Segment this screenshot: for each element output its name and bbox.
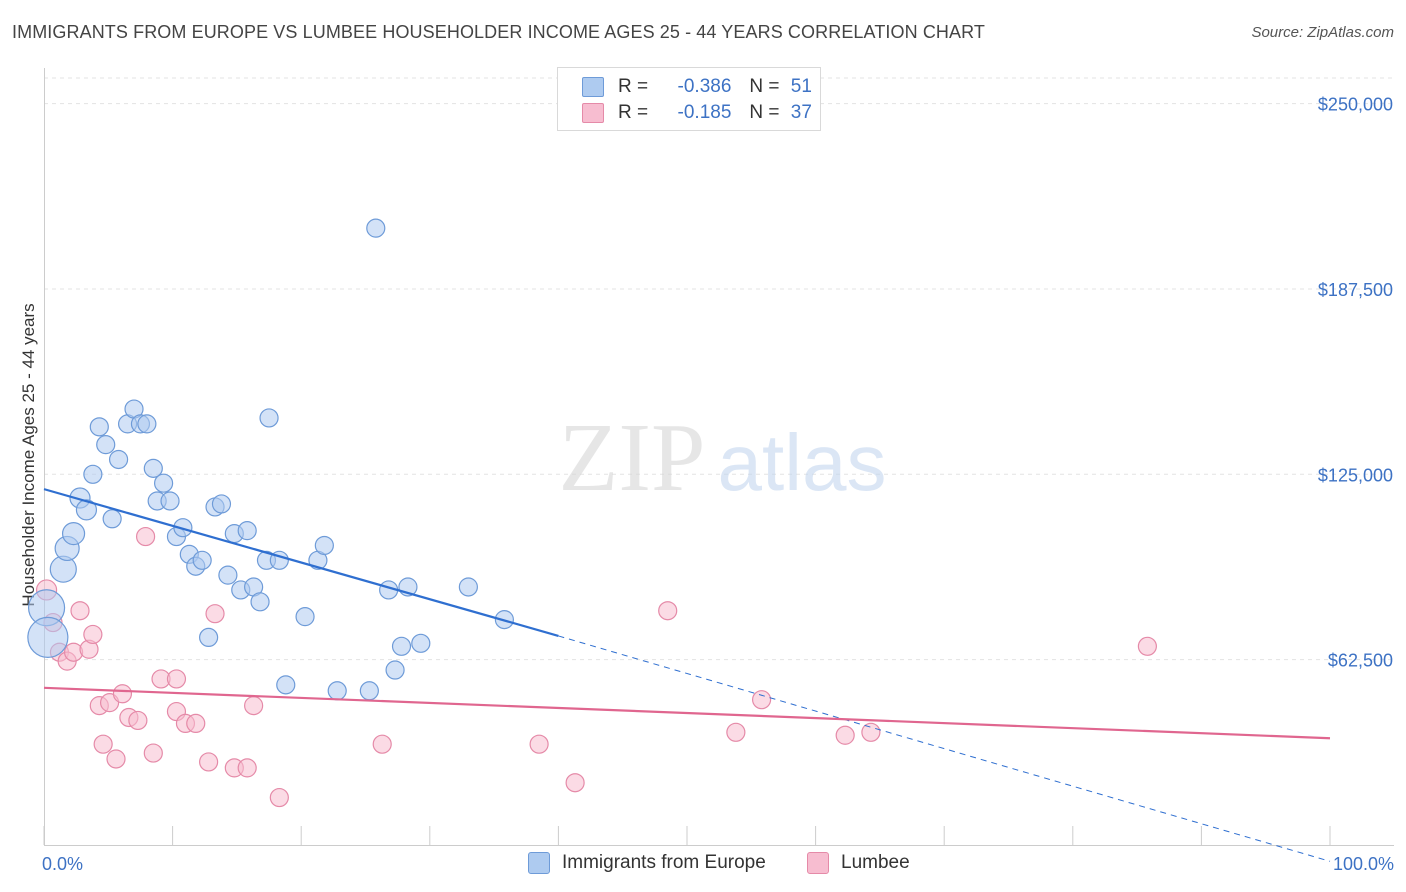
europe-point-31: [237, 521, 257, 541]
x-tick-label-0: 0.0%: [42, 854, 83, 874]
europe-trend-extension: [558, 635, 1331, 862]
europe-points: [27, 218, 514, 701]
legend-lumbee-r-value: -0.185: [677, 102, 732, 123]
europe-trend-line: [43, 488, 559, 637]
lumbee-point-28: [372, 734, 392, 754]
legend-europe-n-value: 51: [790, 76, 812, 97]
europe-point-4: [61, 522, 86, 546]
y-axis-label: Householder Income Ages 25 - 44 years: [19, 303, 38, 606]
lumbee-point-11: [106, 749, 126, 769]
lumbee-point-27: [269, 787, 289, 808]
europe-point-37: [276, 675, 296, 695]
lumbee-point-5: [70, 601, 90, 621]
zipatlas-watermark: ZIP atlas: [559, 404, 887, 512]
europe-point-1: [27, 616, 69, 659]
europe-point-46: [391, 636, 412, 656]
legend-item-lumbee: Lumbee: [807, 852, 910, 874]
legend-swatch-lumbee: [582, 103, 604, 123]
grid-lines: [44, 77, 1394, 661]
lumbee-point-33: [751, 690, 772, 710]
lumbee-point-14: [128, 710, 148, 731]
legend-lumbee-n-label: N =: [749, 102, 780, 123]
series-legend: Immigrants from Europe Lumbee: [0, 852, 1406, 878]
trend-lines: [43, 488, 1331, 862]
legend-europe-r-value: -0.386: [677, 76, 732, 97]
lumbee-point-26: [244, 696, 264, 716]
x-tick-label-100: 100.0%: [1333, 854, 1394, 874]
europe-point-35: [259, 408, 279, 428]
lumbee-point-9: [93, 734, 113, 754]
lumbee-point-4: [63, 642, 84, 662]
europe-point-16: [143, 458, 163, 478]
europe-point-7: [83, 464, 103, 484]
europe-point-9: [96, 435, 116, 455]
europe-point-11: [108, 449, 129, 470]
y-tick-label-2: $187,500: [1318, 280, 1393, 300]
lumbee-point-30: [565, 773, 585, 793]
y-tick-label-1: $125,000: [1318, 465, 1393, 485]
legend-swatch-europe: [582, 77, 604, 97]
europe-point-48: [411, 633, 431, 653]
europe-point-25: [199, 627, 219, 648]
europe-point-6: [75, 499, 98, 521]
europe-point-45: [385, 660, 405, 680]
europe-point-28: [218, 565, 238, 585]
lumbee-point-32: [726, 722, 746, 742]
watermark-zip: ZIP: [559, 404, 706, 512]
lumbee-point-29: [529, 734, 549, 754]
europe-point-43: [366, 218, 386, 238]
lumbee-point-36: [1137, 636, 1157, 656]
x-axis-ticks: [43, 826, 1331, 845]
legend-lumbee-n-value: 37: [790, 102, 812, 123]
legend-item-europe-label: Immigrants from Europe: [562, 852, 766, 873]
europe-point-33: [250, 592, 270, 612]
correlation-legend: R = -0.386 N = 51 R = -0.185 N = 37: [557, 67, 821, 131]
legend-item-europe: Immigrants from Europe: [528, 852, 766, 874]
lumbee-point-35: [861, 722, 881, 742]
europe-point-15: [137, 414, 157, 434]
y-tick-label-0: $62,500: [1328, 651, 1393, 671]
lumbee-point-22: [199, 752, 219, 772]
lumbee-point-15: [135, 526, 156, 547]
europe-point-41: [327, 681, 347, 701]
chart-title: IMMIGRANTS FROM EUROPE VS LUMBEE HOUSEHO…: [12, 22, 985, 42]
lumbee-point-31: [658, 601, 678, 621]
source-credit: Source: ZipAtlas.com: [1251, 24, 1394, 41]
lumbee-point-18: [166, 669, 187, 689]
legend-europe-n-label: N =: [749, 76, 780, 97]
legend-row-europe: R = -0.386 N = 51: [582, 74, 812, 100]
europe-point-19: [160, 491, 180, 511]
lumbee-point-25: [237, 758, 257, 778]
europe-point-8: [89, 417, 109, 437]
lumbee-point-12: [112, 684, 133, 704]
europe-point-27: [211, 494, 232, 514]
legend-europe-r-label: R =: [618, 76, 649, 97]
lumbee-point-34: [835, 725, 855, 745]
lumbee-point-21: [186, 713, 206, 734]
y-axis-tick-labels: $62,500 $125,000 $187,500 $250,000: [1318, 95, 1393, 671]
watermark-atlas: atlas: [718, 418, 887, 507]
legend-row-lumbee: R = -0.185 N = 37: [582, 100, 812, 126]
legend-item-lumbee-label: Lumbee: [841, 852, 910, 873]
lumbee-point-16: [143, 743, 163, 763]
europe-point-49: [458, 577, 478, 597]
lumbee-point-7: [83, 624, 103, 645]
europe-point-38: [295, 607, 315, 627]
y-tick-label-3: $250,000: [1318, 95, 1393, 115]
europe-point-18: [153, 473, 174, 493]
lumbee-point-23: [205, 604, 225, 624]
axes: [44, 68, 1394, 846]
legend-lumbee-r-label: R =: [618, 102, 649, 123]
europe-point-10: [102, 509, 122, 529]
lumbee-trend-line: [43, 686, 1331, 740]
europe-point-40: [314, 535, 334, 556]
legend-item-europe-swatch: [528, 852, 550, 874]
legend-item-lumbee-swatch: [807, 852, 829, 874]
europe-point-42: [359, 681, 379, 701]
europe-point-24: [192, 550, 212, 570]
